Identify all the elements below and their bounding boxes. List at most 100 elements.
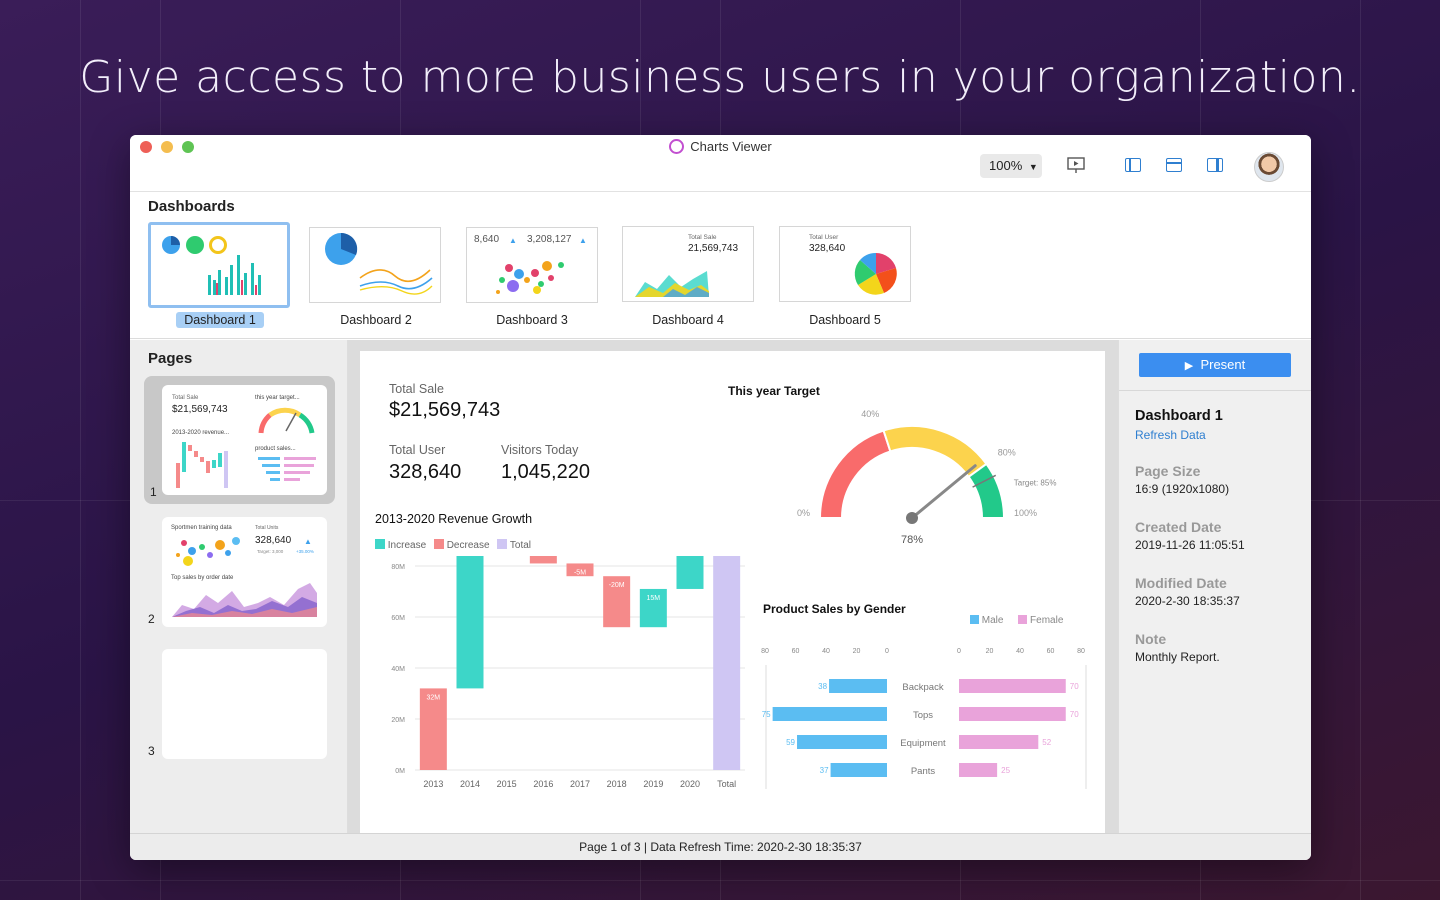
marketing-headline: Give access to more business users in yo… (79, 52, 1361, 103)
left-sidebar-toggle-icon[interactable] (1125, 158, 1141, 172)
waterfall-bar (713, 556, 741, 770)
legend-decrease-swatch (433, 539, 444, 549)
waterfall-chart-title: 2013-2020 Revenue Growth (375, 512, 533, 526)
properties-dashboard-name: Dashboard 1 (1135, 408, 1223, 424)
male-value-label: 59 (786, 738, 795, 747)
app-window: Charts Viewer 100% ▼ Dashboards (130, 135, 1311, 860)
male-bar (829, 679, 887, 693)
y-tick-label: 0M (395, 768, 405, 775)
maximize-window-button[interactable] (182, 141, 194, 153)
close-window-button[interactable] (140, 141, 152, 153)
waterfall-bar (566, 563, 594, 577)
waterfall-bar-label: 32M (427, 694, 441, 701)
x-tick-label: Total (717, 779, 736, 789)
y-tick-label: 60M (391, 615, 405, 622)
dashboard-label-3[interactable]: Dashboard 3 (496, 313, 568, 327)
dashboard-2-preview-icon (325, 232, 433, 295)
page-2-preview-icon (172, 537, 317, 617)
top-panel-toggle-icon[interactable] (1166, 158, 1182, 172)
dashboard-label-5[interactable]: Dashboard 5 (809, 313, 881, 327)
dashboard-4-preview-icon (635, 271, 709, 297)
page-number-3: 3 (148, 744, 155, 758)
properties-panel: ▶ Present Dashboard 1 Refresh Data Page … (1118, 340, 1311, 833)
page-number-2: 2 (148, 612, 155, 626)
dashboard-thumbnail-3[interactable]: 8,640 ▲ 3,208,127 ▲ (466, 227, 598, 303)
x-tick-label: 80 (1077, 648, 1085, 655)
male-bar (830, 763, 887, 777)
waterfall-bar (419, 688, 447, 770)
x-tick-label: 2018 (607, 779, 627, 789)
total-sale-value: $21,569,743 (389, 399, 501, 421)
page-size-value: 16:9 (1920x1080) (1135, 482, 1230, 496)
x-tick-label: 2019 (643, 779, 663, 789)
x-tick-label: 2016 (533, 779, 553, 789)
modified-date-value: 2020-2-30 18:35:37 (1135, 594, 1240, 608)
report-page: Total Sale $21,569,743 Total User 328,64… (360, 351, 1105, 833)
title-bar: Charts Viewer 100% ▼ (130, 135, 1311, 192)
dashboard-label-2[interactable]: Dashboard 2 (340, 313, 412, 327)
present-screen-icon[interactable] (1067, 157, 1085, 174)
female-value-label: 70 (1070, 682, 1079, 691)
page-thumbnail-3[interactable] (162, 649, 327, 759)
gauge-band (818, 429, 892, 519)
dashboard-1-preview-icon (162, 236, 261, 295)
x-tick-label: 2017 (570, 779, 590, 789)
female-value-label: 25 (1001, 766, 1010, 775)
x-tick-label: 80 (761, 648, 769, 655)
status-bar: Page 1 of 3 | Data Refresh Time: 2020-2-… (130, 833, 1311, 860)
gauge-chart: 0% 40% 80% 100% Target: 85% 78% (797, 409, 1056, 546)
minimize-window-button[interactable] (161, 141, 173, 153)
y-tick-label: 80M (391, 564, 405, 571)
dashboard-5-preview-icon (854, 252, 897, 295)
x-tick-label: 20 (986, 648, 994, 655)
charts-viewer-logo-icon (669, 139, 685, 154)
dashboard-label-4[interactable]: Dashboard 4 (652, 313, 724, 327)
page-size-label: Page Size (1135, 463, 1201, 479)
user-avatar[interactable] (1254, 152, 1284, 182)
female-value-label: 52 (1042, 738, 1051, 747)
zoom-select[interactable]: 100% ▼ (980, 154, 1042, 178)
category-label: Backpack (902, 682, 943, 693)
category-label: Tops (913, 710, 933, 721)
butterfly-legend: Male Female (970, 615, 1063, 626)
pages-panel: Pages Total Sale $21,569,743 this year t… (130, 340, 348, 833)
dashboard-thumbnail-2[interactable] (309, 227, 441, 303)
waterfall-bar (456, 556, 484, 689)
gauge-tick-label: 100% (1014, 508, 1037, 518)
dashboard-thumbnail-5[interactable]: Total User 328,640 (779, 226, 911, 302)
x-tick-label: 2013 (423, 779, 443, 789)
waterfall-bar (603, 576, 631, 628)
legend-increase-swatch (375, 539, 385, 549)
gauge-target-marker (972, 474, 997, 488)
male-value-label: 38 (818, 682, 827, 691)
dashboard-3-preview-icon (496, 261, 564, 294)
waterfall-chart: 0M20M40M60M80M32M201369M2014-10M2015-10M… (391, 556, 745, 789)
dashboards-strip: Dashboards Dashboard 1 (130, 192, 1311, 339)
category-label: Pants (911, 766, 936, 777)
legend-male-swatch (970, 615, 979, 624)
pages-heading: Pages (148, 350, 193, 367)
visitors-label: Visitors Today (501, 443, 579, 457)
present-button[interactable]: ▶ Present (1139, 353, 1291, 377)
dashboard-label-1[interactable]: Dashboard 1 (150, 312, 290, 328)
play-icon: ▶ (1184, 360, 1194, 372)
refresh-data-link[interactable]: Refresh Data (1135, 428, 1206, 442)
waterfall-bar (639, 588, 667, 628)
page-thumbnail-2[interactable]: Sportmen training data Total Units 328,6… (162, 517, 327, 627)
x-tick-label: 60 (1047, 648, 1055, 655)
dashboard-thumbnail-1[interactable] (148, 222, 290, 308)
note-label: Note (1135, 631, 1167, 647)
waterfall-bar-label: -5M (574, 569, 586, 576)
page-thumbnail-1[interactable]: Total Sale $21,569,743 this year target.… (162, 385, 327, 495)
created-date-label: Created Date (1135, 519, 1222, 535)
gauge-needle (910, 464, 977, 520)
right-sidebar-toggle-icon[interactable] (1207, 158, 1223, 172)
x-tick-label: 40 (822, 648, 830, 655)
x-tick-label: 40 (1016, 648, 1024, 655)
x-tick-label: 0 (957, 648, 961, 655)
legend-female-swatch (1018, 615, 1028, 624)
divider (1119, 390, 1311, 391)
dashboard-thumbnail-4[interactable]: Total Sale 21,569,743 (622, 226, 754, 302)
waterfall-bar-label: 15M (647, 595, 661, 602)
up-arrow-icon: ▲ (509, 236, 517, 245)
